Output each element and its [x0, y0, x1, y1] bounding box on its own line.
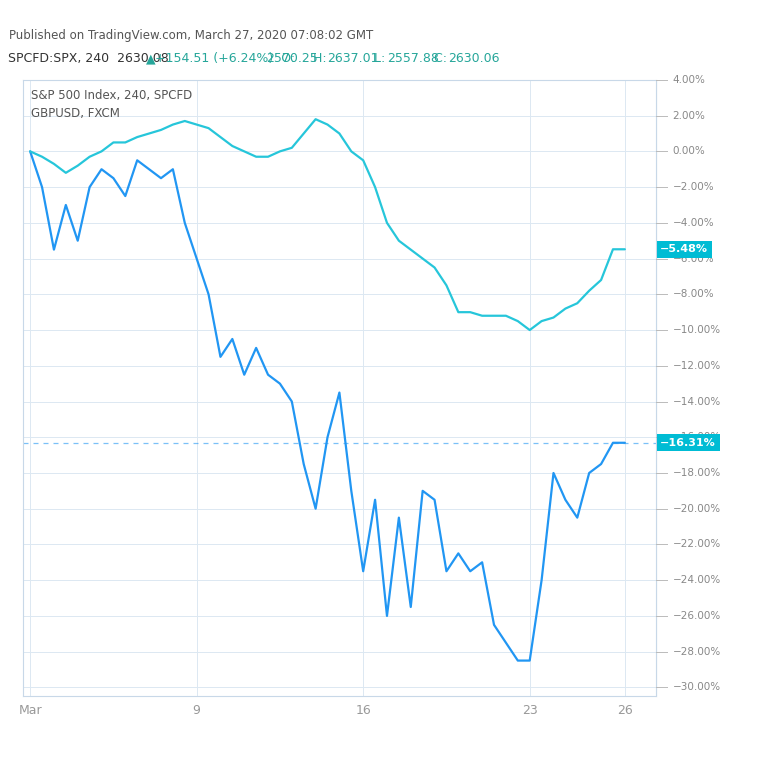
Text: 23: 23 [522, 703, 538, 717]
Text: −26.00%: −26.00% [673, 611, 721, 621]
Text: −28.00%: −28.00% [673, 647, 721, 657]
Text: −20.00%: −20.00% [673, 504, 720, 514]
Text: ▲ TradingView: ▲ TradingView [48, 736, 160, 750]
Text: SPCFD:SPX, 240  2630.08: SPCFD:SPX, 240 2630.08 [8, 52, 176, 65]
Text: 2557.88: 2557.88 [387, 52, 439, 65]
Text: H:: H: [305, 52, 327, 65]
Text: 0.00%: 0.00% [673, 146, 705, 156]
Text: −8.00%: −8.00% [673, 289, 714, 299]
Text: −5.48%: −5.48% [660, 244, 708, 254]
Text: 2637.01: 2637.01 [327, 52, 378, 65]
Text: −2.00%: −2.00% [673, 182, 714, 192]
Text: 2630.06: 2630.06 [448, 52, 499, 65]
Text: −18.00%: −18.00% [673, 468, 721, 478]
Text: −24.00%: −24.00% [673, 575, 721, 585]
Text: Published on TradingView.com, March 27, 2020 07:08:02 GMT: Published on TradingView.com, March 27, … [9, 29, 374, 42]
Text: L:: L: [366, 52, 385, 65]
Text: GBPUSD, FXCM: GBPUSD, FXCM [31, 107, 120, 120]
Text: −6.00%: −6.00% [673, 253, 714, 263]
Text: −12.00%: −12.00% [673, 361, 721, 371]
Text: 2.00%: 2.00% [673, 110, 706, 121]
Text: 16: 16 [355, 703, 371, 717]
Text: Mar: Mar [18, 703, 42, 717]
Text: S&P 500 Index, 240, SPCFD: S&P 500 Index, 240, SPCFD [31, 89, 192, 102]
Text: 4.00%: 4.00% [673, 75, 706, 85]
Text: −22.00%: −22.00% [673, 540, 721, 549]
Text: ▲: ▲ [146, 52, 155, 65]
Text: 26: 26 [617, 703, 633, 717]
Text: −16.00%: −16.00% [673, 432, 721, 442]
Text: −16.31%: −16.31% [660, 438, 716, 447]
Text: C:: C: [426, 52, 447, 65]
Text: −14.00%: −14.00% [673, 396, 721, 406]
Text: −4.00%: −4.00% [673, 218, 714, 228]
Text: 2570.25: 2570.25 [266, 52, 318, 65]
Text: +154.51 (+6.24%)  O:: +154.51 (+6.24%) O: [151, 52, 295, 65]
Text: −10.00%: −10.00% [673, 325, 720, 335]
Text: 9: 9 [193, 703, 201, 717]
Text: −30.00%: −30.00% [673, 683, 720, 693]
